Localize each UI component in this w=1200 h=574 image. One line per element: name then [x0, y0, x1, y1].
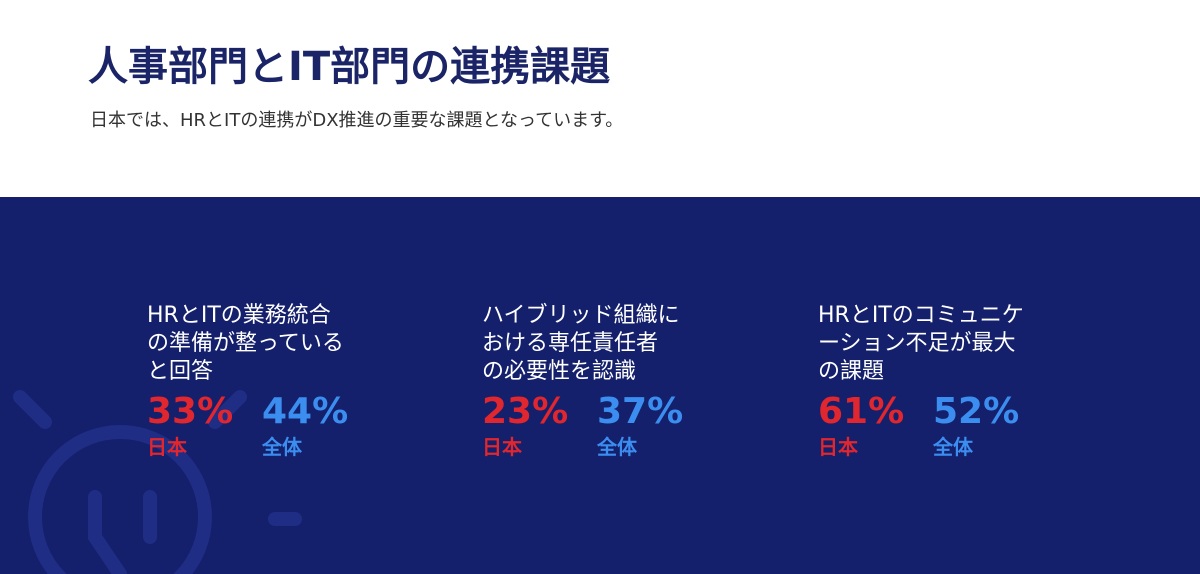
- stat-items: 61% 日本 52% 全体: [818, 390, 1118, 460]
- stat-items: 33% 日本 44% 全体: [147, 390, 447, 460]
- stat-label: の準備が整っている: [147, 331, 344, 356]
- stat-region: 全体: [933, 435, 973, 459]
- stat-region: 全体: [262, 435, 302, 459]
- bulb-decoration: [13, 390, 302, 574]
- stat-block: HRとITのコミュニケ ーション不足が最大 の課題 61% 日本 52% 全体: [818, 302, 1118, 460]
- stat-item: 52% 全体: [933, 390, 1048, 460]
- stat-label: の課題: [818, 359, 885, 384]
- stat-item: 61% 日本: [818, 390, 933, 460]
- stat-items: 23% 日本 37% 全体: [482, 390, 782, 460]
- stat-label: の必要性を認識: [482, 359, 637, 384]
- header: 人事部門とIT部門の連携課題 日本では、HRとITの連携がDX推進の重要な課題と…: [0, 0, 1200, 197]
- stat-region: 日本: [147, 435, 187, 459]
- stat-label: おける専任責任者: [482, 331, 659, 356]
- stat-block: ハイブリッド組織に おける専任責任者 の必要性を認識 23% 日本 37% 全体: [482, 302, 782, 460]
- stat-value: 61%: [818, 391, 905, 432]
- stats-panel: HRとITの業務統合 の準備が整っている と回答 33% 日本 44% 全体 ハイブリッド組織…: [0, 197, 1200, 574]
- stat-value: 23%: [482, 391, 569, 432]
- stat-label: ハイブリッド組織に: [482, 303, 680, 328]
- stat-value: 44%: [262, 391, 349, 432]
- stat-region: 日本: [818, 435, 858, 459]
- stat-item: 37% 全体: [597, 390, 712, 460]
- stat-block: HRとITの業務統合 の準備が整っている と回答 33% 日本 44% 全体: [147, 302, 447, 460]
- stat-region: 全体: [597, 435, 637, 459]
- stat-label: HRとITの業務統合: [147, 303, 331, 328]
- title: 人事部門とIT部門の連携課題: [88, 44, 611, 90]
- stat-label: ーション不足が最大: [818, 331, 1016, 356]
- stat-region: 日本: [482, 435, 522, 459]
- stat-value: 37%: [597, 391, 684, 432]
- stat-label: と回答: [147, 359, 214, 384]
- stat-value: 52%: [933, 391, 1020, 432]
- stat-item: 23% 日本: [482, 390, 597, 460]
- stat-label: HRとITのコミュニケ: [818, 303, 1024, 328]
- stat-item: 44% 全体: [262, 390, 377, 460]
- stat-item: 33% 日本: [147, 390, 262, 460]
- subtitle: 日本では、HRとITの連携がDX推進の重要な課題となっています。: [90, 110, 624, 131]
- stat-value: 33%: [147, 391, 234, 432]
